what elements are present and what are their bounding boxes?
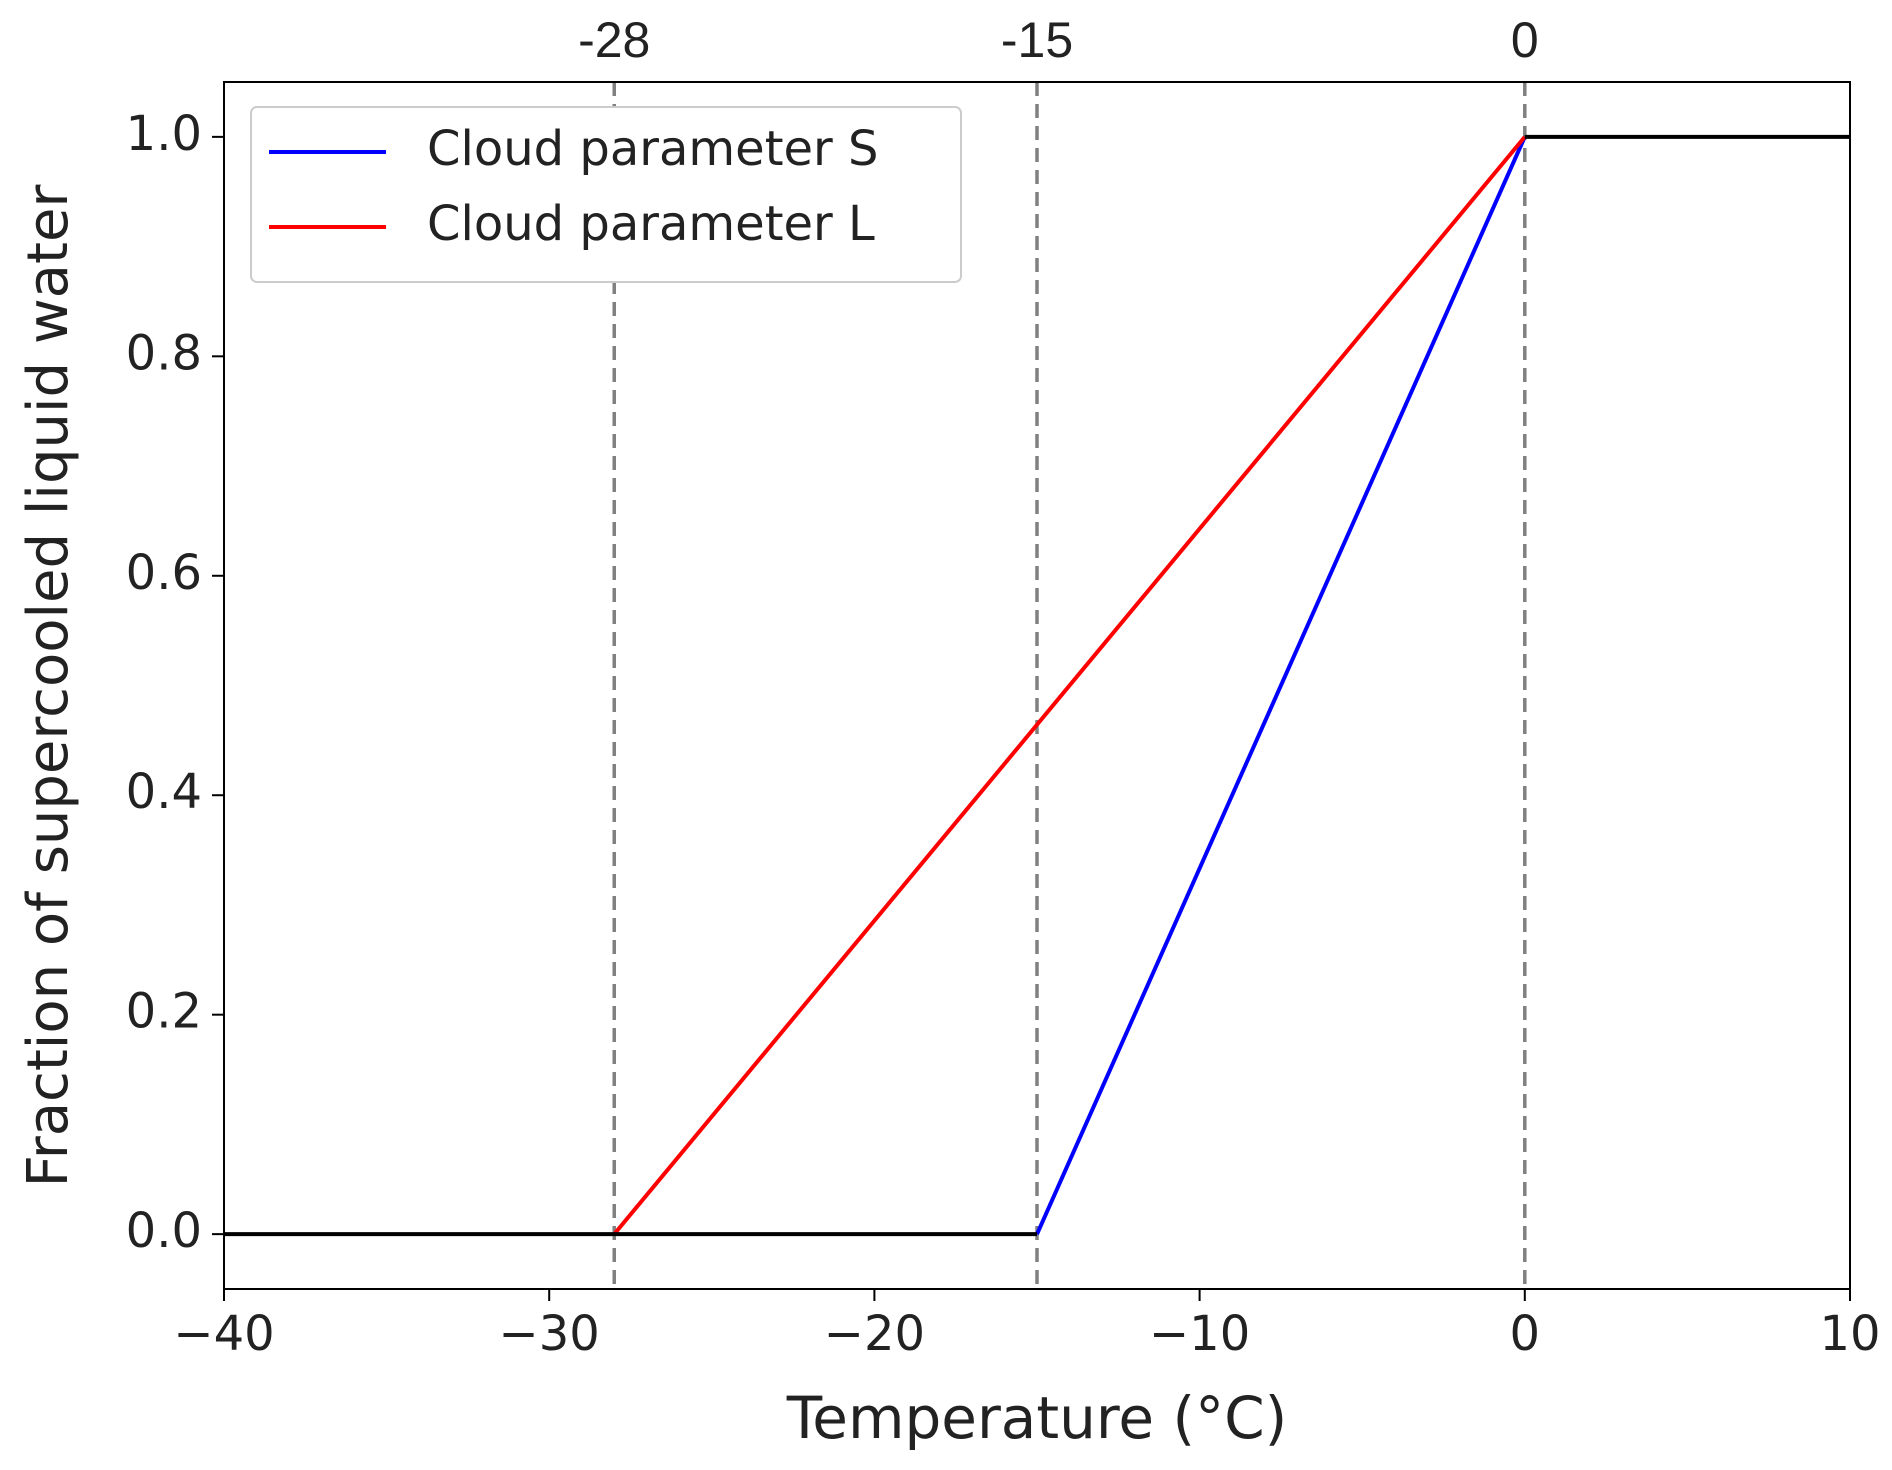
- reference-line-label: -28: [578, 12, 650, 68]
- x-tick-label: −30: [499, 1306, 600, 1362]
- x-tick-label: 10: [1819, 1306, 1880, 1362]
- reference-line-label: 0: [1511, 12, 1539, 68]
- y-tick-label: 0.6: [126, 545, 202, 601]
- data-line: [612, 135, 1527, 1236]
- plot-frame: [223, 81, 1851, 1290]
- y-tick-label: 0.2: [126, 984, 202, 1040]
- y-tick-label: 0.4: [126, 764, 202, 820]
- reference-line-label: -15: [1001, 12, 1073, 68]
- y-tick-label: 0.0: [126, 1203, 202, 1259]
- y-tick-label: 0.8: [126, 325, 202, 381]
- data-line: [1035, 136, 1527, 1235]
- legend-label: Cloud parameter L: [427, 196, 875, 252]
- x-tick-label: −40: [173, 1306, 274, 1362]
- y-axis-label: Fraction of supercooled liquid water: [16, 184, 81, 1188]
- x-tick-label: −20: [824, 1306, 925, 1362]
- x-axis-label: Temperature (°C): [786, 1384, 1288, 1452]
- legend-box: [250, 106, 962, 283]
- x-tick-label: 0: [1510, 1306, 1541, 1362]
- x-tick-label: −10: [1149, 1306, 1250, 1362]
- legend-label: Cloud parameter S: [427, 121, 879, 177]
- y-tick-label: 1.0: [126, 106, 202, 162]
